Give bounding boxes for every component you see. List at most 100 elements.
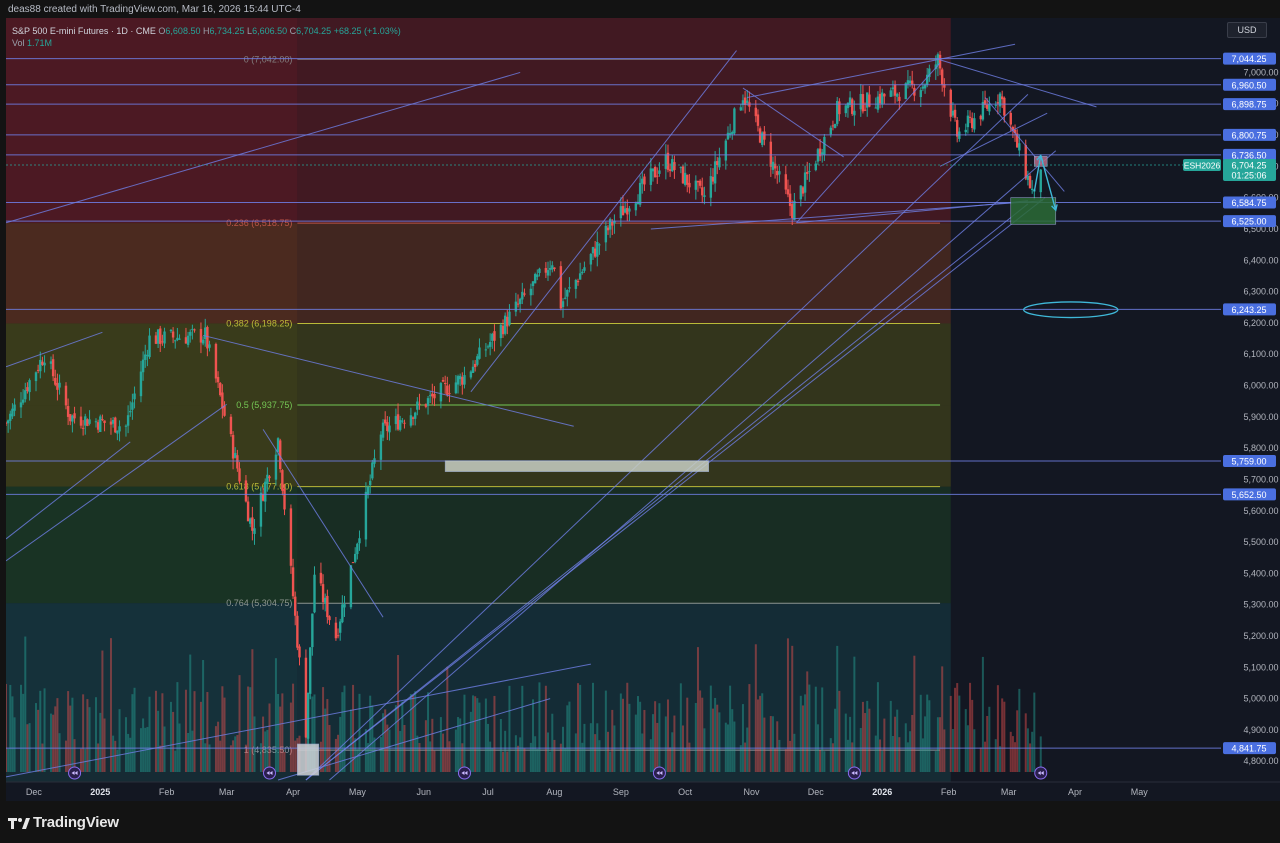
price-chart[interactable]: 0 (7,042.00) 0.236 (6,518.75) 0.382 (6,198… — [6, 18, 1280, 801]
candle-body — [9, 413, 12, 421]
candle-body — [559, 266, 563, 309]
volume-bar — [621, 698, 624, 772]
candle-body — [484, 349, 488, 351]
volume-bar — [84, 748, 87, 772]
volume-bar — [568, 701, 571, 772]
time-tick-label: Feb — [941, 787, 957, 797]
candle-body — [643, 176, 646, 185]
volume-bar — [534, 736, 537, 772]
candle-body — [791, 204, 794, 219]
candle-body — [733, 108, 736, 134]
candle-body — [368, 480, 372, 486]
volume-bar — [429, 741, 432, 772]
candle-body — [898, 96, 901, 101]
price-tick-label: 7,000.00 — [1243, 67, 1278, 77]
candle-body — [214, 343, 218, 379]
fib-zone-right — [297, 223, 951, 324]
candle-body — [893, 84, 897, 96]
candle-body — [896, 93, 899, 97]
close-value: 6,704.25 — [296, 26, 332, 36]
candle-body — [413, 412, 417, 419]
candle-body — [831, 125, 835, 127]
level-price-tag — [1223, 196, 1276, 209]
current-price-tag — [1223, 159, 1276, 182]
volume-bar — [986, 715, 989, 772]
candle-body — [784, 174, 788, 190]
candle-body — [836, 100, 839, 124]
volume-bar — [761, 693, 764, 772]
close-label: C — [289, 26, 297, 36]
volume-bar — [943, 729, 946, 772]
candle-body — [1011, 127, 1015, 131]
volume-bar — [793, 733, 796, 772]
candle-body — [234, 453, 237, 458]
price-tick-label: 5,000.00 — [1243, 694, 1278, 704]
candle-body — [176, 337, 179, 340]
candle-body — [124, 425, 128, 427]
candle-body — [966, 115, 970, 128]
candle-body — [463, 375, 466, 385]
candle-body — [386, 422, 389, 432]
candle-body — [394, 416, 398, 424]
annotation-arrowhead — [1051, 204, 1058, 212]
volume-bar — [97, 743, 100, 772]
candle-body — [848, 97, 852, 105]
candle-body — [516, 303, 520, 305]
volume-bar — [641, 733, 644, 772]
time-tick-label: Mar — [1001, 787, 1017, 797]
level-price-text: 5,652.50 — [1231, 490, 1266, 500]
candle-body — [493, 331, 496, 341]
candle-body — [518, 298, 522, 305]
chart-area[interactable]: 0 (7,042.00) 0.236 (6,518.75) 0.382 (6,198… — [6, 18, 1280, 801]
volume-bar — [79, 748, 82, 772]
candle-body — [231, 434, 235, 459]
candle-body — [118, 426, 121, 432]
time-tick-label: Jun — [416, 787, 431, 797]
candle-body — [793, 200, 796, 221]
candle-body — [416, 401, 419, 410]
candle-body — [146, 354, 149, 356]
candle-body — [261, 493, 265, 501]
fib-zone-right — [297, 18, 951, 224]
currency-button[interactable]: USD — [1227, 22, 1267, 38]
volume-bar — [9, 684, 12, 772]
candle-body — [604, 225, 608, 243]
candle-body — [921, 86, 925, 89]
volume-bar — [894, 716, 897, 772]
candle-body — [223, 406, 226, 416]
candle-body — [383, 419, 387, 424]
volume-bar — [649, 739, 652, 772]
volume-bar — [484, 698, 487, 772]
candle-body — [814, 163, 818, 171]
candle-body — [563, 297, 567, 299]
candle-body — [985, 104, 989, 109]
candle-body — [778, 171, 781, 175]
candle-body — [943, 84, 946, 88]
candle-body — [919, 90, 922, 98]
volume-bar — [619, 693, 622, 772]
candle-body — [354, 553, 357, 562]
candle-body — [6, 422, 8, 424]
volume-bar — [729, 685, 732, 772]
candle-body — [859, 93, 862, 110]
candle-body — [144, 354, 147, 360]
candle-body — [949, 89, 952, 117]
volume-bar — [559, 743, 562, 772]
volume-bar — [129, 737, 132, 772]
candle-body — [711, 176, 715, 182]
candle-body — [696, 180, 700, 183]
volume-bar — [24, 636, 27, 772]
volume-bar — [253, 716, 256, 772]
candle-body — [756, 114, 760, 126]
volume-bar — [7, 748, 10, 772]
candle-body — [818, 148, 822, 157]
volume-bar — [139, 728, 142, 772]
candle-body — [698, 180, 702, 186]
volume-bar — [52, 714, 55, 772]
candle-body — [306, 692, 310, 739]
candle-body — [163, 331, 166, 344]
candle-body — [488, 342, 492, 347]
volume-bar — [786, 638, 789, 772]
volume-bar — [836, 645, 839, 772]
volume-bar — [746, 727, 749, 772]
